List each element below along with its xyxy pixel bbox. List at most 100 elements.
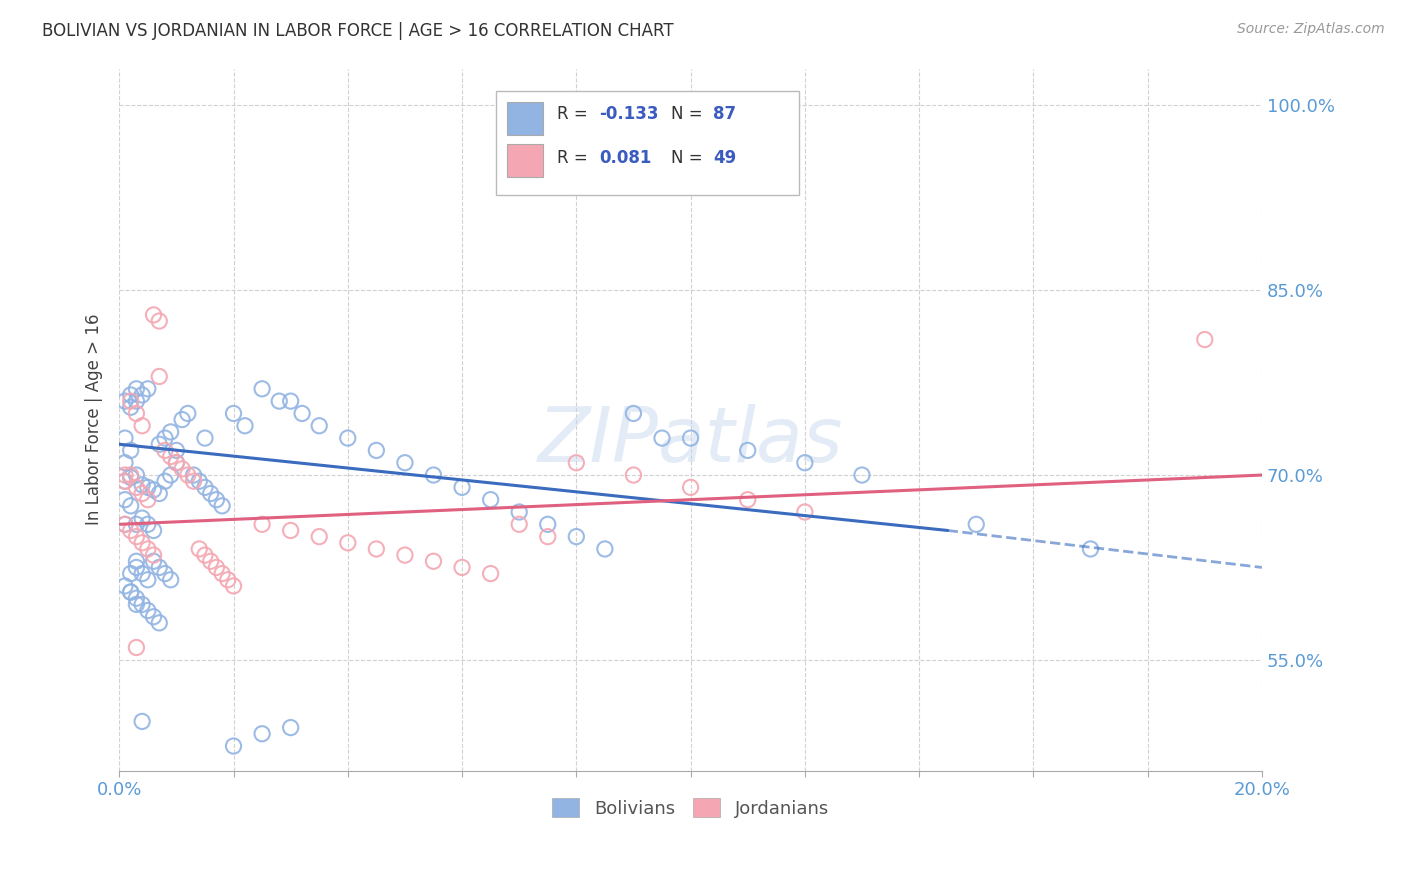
- Point: [142, 548, 165, 562]
- Point: [114, 474, 136, 488]
- Point: [623, 468, 645, 483]
- Point: [623, 407, 645, 421]
- Point: [188, 541, 211, 556]
- Point: [142, 554, 165, 568]
- Point: [125, 468, 148, 483]
- Point: [120, 585, 142, 599]
- Point: [394, 456, 416, 470]
- Point: [651, 431, 673, 445]
- Point: [125, 530, 148, 544]
- FancyBboxPatch shape: [496, 91, 799, 195]
- Point: [131, 511, 153, 525]
- Point: [120, 394, 142, 409]
- Point: [593, 541, 616, 556]
- Text: BOLIVIAN VS JORDANIAN IN LABOR FORCE | AGE > 16 CORRELATION CHART: BOLIVIAN VS JORDANIAN IN LABOR FORCE | A…: [42, 22, 673, 40]
- Point: [250, 382, 273, 396]
- Point: [537, 530, 560, 544]
- Point: [114, 579, 136, 593]
- Point: [125, 598, 148, 612]
- Point: [183, 474, 205, 488]
- Point: [125, 394, 148, 409]
- Text: R =: R =: [557, 149, 593, 168]
- Point: [125, 560, 148, 574]
- Point: [120, 470, 142, 484]
- Point: [125, 640, 148, 655]
- Point: [142, 524, 165, 538]
- Point: [422, 554, 444, 568]
- Point: [148, 560, 170, 574]
- Point: [114, 474, 136, 488]
- Point: [131, 714, 153, 729]
- Point: [280, 394, 302, 409]
- Point: [217, 573, 239, 587]
- Point: [142, 483, 165, 497]
- Point: [793, 456, 815, 470]
- Point: [125, 554, 148, 568]
- Point: [737, 443, 759, 458]
- Point: [177, 468, 200, 483]
- Point: [233, 418, 256, 433]
- Point: [250, 727, 273, 741]
- Point: [1194, 333, 1216, 347]
- Text: 49: 49: [713, 149, 737, 168]
- Point: [211, 566, 233, 581]
- Point: [120, 566, 142, 581]
- FancyBboxPatch shape: [506, 102, 543, 136]
- Point: [120, 468, 142, 483]
- Point: [366, 443, 388, 458]
- Point: [250, 517, 273, 532]
- Point: [136, 603, 159, 617]
- Point: [205, 560, 228, 574]
- Point: [194, 548, 217, 562]
- Point: [394, 548, 416, 562]
- Point: [153, 474, 176, 488]
- Point: [165, 456, 187, 470]
- Point: [537, 517, 560, 532]
- Point: [336, 536, 359, 550]
- Point: [131, 536, 153, 550]
- Point: [451, 480, 474, 494]
- Point: [131, 486, 153, 500]
- Point: [793, 505, 815, 519]
- Point: [172, 412, 194, 426]
- Point: [165, 443, 187, 458]
- Point: [120, 524, 142, 538]
- Text: -0.133: -0.133: [599, 105, 658, 123]
- Point: [125, 407, 148, 421]
- Text: Source: ZipAtlas.com: Source: ZipAtlas.com: [1237, 22, 1385, 37]
- Point: [508, 505, 530, 519]
- Point: [120, 388, 142, 402]
- Point: [177, 407, 200, 421]
- Point: [188, 474, 211, 488]
- Point: [125, 382, 148, 396]
- Point: [451, 560, 474, 574]
- Point: [508, 517, 530, 532]
- Point: [153, 431, 176, 445]
- Text: ZIPatlas: ZIPatlas: [538, 404, 844, 478]
- Point: [131, 418, 153, 433]
- Point: [211, 499, 233, 513]
- Point: [114, 468, 136, 483]
- Point: [366, 541, 388, 556]
- Point: [205, 492, 228, 507]
- Point: [142, 308, 165, 322]
- Point: [222, 739, 245, 753]
- Point: [159, 468, 181, 483]
- Point: [114, 517, 136, 532]
- Point: [148, 369, 170, 384]
- Y-axis label: In Labor Force | Age > 16: In Labor Force | Age > 16: [86, 314, 103, 525]
- Point: [737, 492, 759, 507]
- Point: [565, 530, 588, 544]
- Point: [222, 579, 245, 593]
- Point: [565, 456, 588, 470]
- Point: [125, 591, 148, 606]
- Point: [679, 480, 702, 494]
- Point: [114, 394, 136, 409]
- Point: [136, 382, 159, 396]
- Point: [153, 443, 176, 458]
- Point: [114, 517, 136, 532]
- Text: N =: N =: [671, 105, 709, 123]
- Point: [679, 431, 702, 445]
- Point: [131, 388, 153, 402]
- Point: [148, 437, 170, 451]
